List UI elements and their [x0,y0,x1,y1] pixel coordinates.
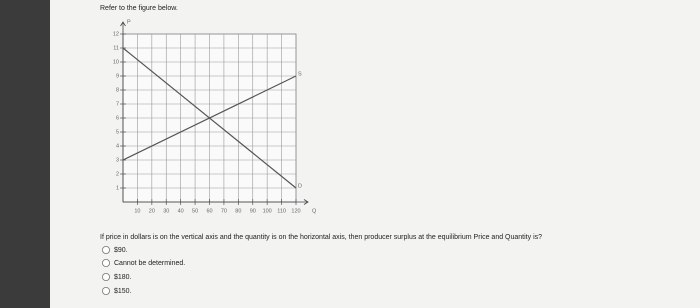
y-tick-label: 4 [116,143,119,149]
y-tick-label: 10 [113,59,119,65]
x-tick-label: 110 [277,208,286,214]
options: $90. Cannot be determined. $180. $150. [102,245,185,295]
header-title: Refer to the figure below. [100,5,178,12]
x-tick-label: 50 [192,208,198,214]
y-tick-label: 5 [116,129,119,135]
x-tick-label: 100 [263,208,272,214]
y-tick-label: 6 [116,115,119,121]
x-tick-label: 80 [235,208,241,214]
x-tick-label: 40 [178,208,184,214]
x-tick-label: 20 [149,208,155,214]
x-axis [123,199,309,205]
y-tick-label: 3 [116,157,119,163]
x-tick-label: 10 [134,208,140,214]
y-tick-label: 7 [116,101,119,107]
y-axis-label: P [127,19,131,25]
y-tick-label: 12 [113,31,119,37]
y-tick-label: 9 [116,73,119,79]
question-text: If price in dollars is on the vertical a… [100,234,542,241]
x-tick-label: 70 [221,208,227,214]
series-label: S [298,71,302,77]
x-tick-label: 120 [291,208,300,214]
y-axis [120,21,126,202]
sidebar [0,0,50,308]
option-label[interactable]: $180. [114,274,132,281]
radio-button[interactable] [102,245,111,254]
x-tick-label: 60 [206,208,212,214]
y-tick-label: 2 [116,171,119,177]
y-tick-label: 1 [116,185,119,191]
option-label[interactable]: $150. [114,288,132,295]
radio-button[interactable] [102,258,111,267]
y-tick-label: 8 [116,87,119,93]
radio-button[interactable] [102,286,111,295]
series-label: D [298,183,302,189]
series-line [122,75,297,161]
option-label[interactable]: $90. [114,247,128,254]
x-tick-label: 90 [250,208,256,214]
y-tick-label: 11 [113,45,119,51]
option-label[interactable]: Cannot be determined. [114,260,185,267]
x-axis-label: Q [312,208,317,214]
x-tick-label: 30 [163,208,169,214]
radio-button[interactable] [102,272,111,281]
